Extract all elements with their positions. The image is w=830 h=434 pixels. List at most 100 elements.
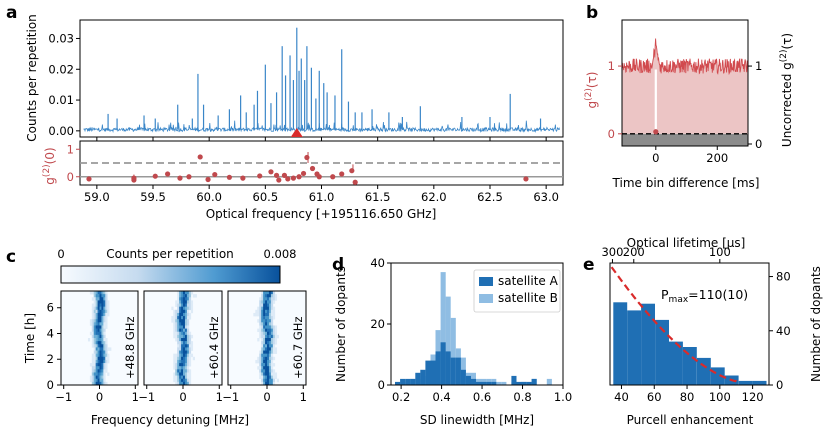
heatmap-cell	[261, 306, 264, 311]
heatmap-cell	[259, 322, 262, 326]
heatmap-cell	[101, 334, 104, 339]
heatmap-cell	[267, 294, 270, 298]
heatmap-cell	[103, 369, 106, 373]
heatmap-cell	[97, 297, 100, 301]
heatmap-cell	[93, 309, 96, 314]
heatmap-cell	[99, 309, 102, 314]
heatmap-cell	[184, 372, 188, 376]
heatmap-cell	[179, 331, 182, 336]
heatmap-cell	[171, 316, 174, 320]
heatmap-cell	[270, 356, 274, 361]
heatmap-cell	[261, 381, 264, 386]
heatmap-cell	[89, 319, 93, 323]
heatmap-cell	[97, 344, 100, 348]
heatmap-cell	[183, 359, 186, 364]
heatmap-cell	[181, 325, 184, 329]
heatmap-cell	[274, 341, 278, 345]
heatmap-cell	[267, 303, 270, 307]
xtick-label: 80	[680, 390, 695, 404]
heatmap-cell	[179, 309, 182, 314]
heatmap-cell	[95, 381, 98, 386]
heatmap-cell	[270, 381, 274, 386]
heatmap-cell	[267, 375, 270, 380]
heatmap-cell	[188, 363, 192, 367]
heatmap-cell	[183, 300, 186, 304]
heatmap-cell	[173, 356, 176, 361]
heatmap-cell	[97, 303, 100, 307]
heatmap-cell	[259, 306, 262, 311]
heatmap-cell	[103, 297, 106, 301]
heatmap-cell	[105, 300, 108, 304]
heatmap-subpanel-label: +60.4 GHz	[207, 317, 221, 380]
heatmap-cell	[270, 319, 274, 323]
heatmap-cell	[274, 347, 278, 351]
heatmap-cell	[267, 322, 270, 326]
heatmap-cell	[184, 319, 188, 323]
heatmap-cell	[272, 316, 276, 320]
heatmap-cell	[93, 328, 96, 333]
heatmap-cell	[265, 303, 268, 307]
heatmap-cell	[103, 331, 106, 336]
heatmap-cell	[181, 338, 184, 342]
heatmap-cell	[101, 375, 104, 380]
heatmap-cell	[268, 356, 272, 361]
heatmap-cell	[184, 297, 188, 301]
heatmap-cell	[91, 359, 95, 364]
heatmap-cell	[99, 366, 102, 370]
heatmap-cell	[105, 319, 108, 323]
heatmap-cell	[190, 353, 194, 358]
heatmap-cell	[259, 297, 262, 301]
heatmap-cell	[101, 294, 104, 298]
heatmap-cell	[97, 341, 100, 345]
heatmap-cell	[179, 306, 182, 311]
heatmap-cell	[177, 344, 180, 348]
heatmap-cell	[257, 356, 260, 361]
heatmap-cell	[175, 303, 178, 307]
heatmap-cell	[186, 372, 190, 376]
bar-satellite-a	[440, 342, 446, 385]
heatmap-cell	[263, 366, 266, 370]
bar-satellite-a	[516, 381, 522, 385]
heatmap-cell	[186, 356, 190, 361]
heatmap-cell	[261, 369, 264, 373]
panel-a-bottom-reference-lines	[80, 162, 563, 178]
g2-point	[226, 174, 232, 180]
g2-point	[276, 177, 282, 183]
heatmap-cell	[93, 356, 96, 361]
heatmap-cell	[183, 325, 186, 329]
heatmap-cell	[253, 312, 256, 317]
heatmap-cell	[183, 331, 186, 336]
heatmap-cell	[188, 375, 192, 380]
heatmap-cell	[91, 331, 95, 336]
heatmap-cell	[272, 378, 276, 383]
panel-b-left-ylabel: g(2)(τ)	[584, 72, 599, 109]
bar-satellite-b	[440, 272, 446, 385]
bar-satellite-a	[410, 378, 416, 385]
heatmap-cell	[99, 319, 102, 323]
heatmap-cell	[268, 334, 272, 339]
heatmap-cell	[188, 372, 192, 376]
panel-d-xlabel: SD linewidth [MHz]	[420, 413, 534, 427]
heatmap-cell	[181, 306, 184, 311]
panel-c-heatmaps: +48.8 GHz +60.4 GHz +60.7 GHz	[60, 290, 307, 386]
heatmap-cell	[171, 319, 174, 323]
heatmap-cell	[179, 303, 182, 307]
heatmap-cell	[101, 353, 104, 358]
heatmap-cell	[183, 341, 186, 345]
heatmap-cell	[183, 381, 186, 386]
heatmap-cell	[263, 325, 266, 329]
ytick-label: 0	[776, 378, 783, 392]
heatmap-cell	[103, 350, 106, 354]
heatmap-cell	[261, 331, 264, 336]
right-ytick-label: 1	[755, 59, 762, 73]
xtick-label: 1	[300, 390, 307, 404]
heatmap-cell	[99, 291, 102, 295]
heatmap-cell	[268, 363, 272, 367]
legend-swatch-satellite-b	[479, 294, 493, 303]
heatmap-cell	[177, 334, 180, 339]
purcell-bar	[627, 310, 642, 385]
heatmap-cell	[261, 363, 264, 367]
ytick-label: 0	[378, 378, 385, 392]
heatmap-cell	[259, 350, 262, 354]
heatmap-cell	[265, 300, 268, 304]
